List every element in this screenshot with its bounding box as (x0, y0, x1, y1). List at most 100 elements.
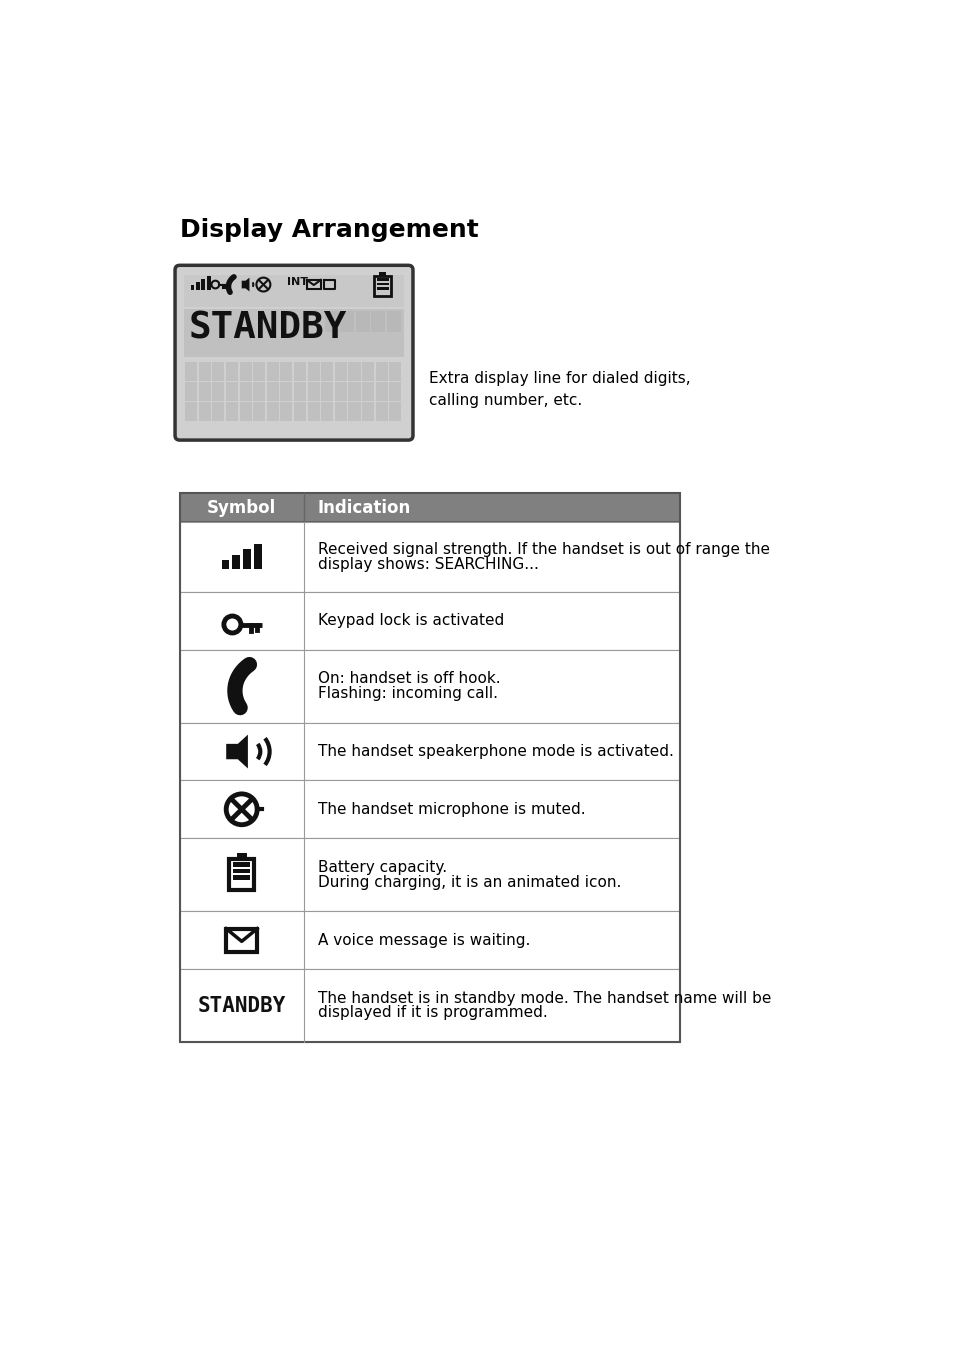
Text: Extra display line for dialed digits,
calling number, etc.: Extra display line for dialed digits, ca… (429, 370, 690, 408)
Bar (221, 561, 229, 570)
Bar (239, 382, 252, 401)
Text: Symbol: Symbol (207, 499, 276, 517)
Bar (340, 311, 354, 332)
Text: The handset speakerphone mode is activated.: The handset speakerphone mode is activat… (317, 744, 673, 759)
Text: STANDBY: STANDBY (197, 996, 286, 1016)
Bar (371, 311, 385, 332)
Bar (294, 403, 306, 422)
Text: The handset microphone is muted.: The handset microphone is muted. (317, 801, 584, 817)
Bar (185, 403, 197, 422)
Bar (229, 859, 253, 890)
Bar (362, 362, 374, 381)
Bar (335, 403, 347, 422)
Bar (348, 382, 360, 401)
Bar (376, 278, 389, 281)
Bar (253, 544, 261, 570)
FancyBboxPatch shape (174, 265, 413, 440)
Bar (207, 276, 211, 290)
Text: displayed if it is programmed.: displayed if it is programmed. (317, 1005, 547, 1020)
Bar (253, 403, 265, 422)
Bar (226, 928, 257, 951)
Bar (239, 403, 252, 422)
Bar (179, 523, 679, 592)
Text: During charging, it is an animated icon.: During charging, it is an animated icon. (317, 874, 620, 889)
Text: display shows: SEARCHING...: display shows: SEARCHING... (317, 557, 537, 571)
Bar (307, 280, 320, 289)
Bar (233, 869, 250, 873)
Bar (362, 382, 374, 401)
Bar (233, 555, 240, 570)
Bar (179, 493, 679, 1042)
Bar (379, 273, 386, 277)
Polygon shape (241, 277, 249, 292)
Bar (243, 550, 251, 570)
Text: The handset is in standby mode. The handset name will be: The handset is in standby mode. The hand… (317, 990, 770, 1006)
Bar (185, 382, 197, 401)
Bar (179, 493, 679, 523)
Text: On: handset is off hook.: On: handset is off hook. (317, 671, 499, 686)
Bar (307, 362, 319, 381)
Bar (179, 592, 679, 650)
Polygon shape (226, 735, 248, 769)
Bar (348, 403, 360, 422)
Text: A voice message is waiting.: A voice message is waiting. (317, 932, 530, 947)
Text: Display Arrangement: Display Arrangement (179, 218, 478, 242)
Bar (335, 382, 347, 401)
Bar (233, 875, 250, 880)
Bar (375, 403, 387, 422)
Bar (179, 723, 679, 781)
Bar (226, 362, 237, 381)
Bar (236, 854, 247, 861)
Bar (179, 969, 679, 1042)
Bar (198, 382, 211, 401)
Bar (280, 362, 293, 381)
Text: Keypad lock is activated: Keypad lock is activated (317, 613, 503, 628)
Bar (198, 403, 211, 422)
Bar (294, 362, 306, 381)
Text: INT: INT (286, 277, 307, 286)
Bar (389, 382, 401, 401)
Text: Indication: Indication (317, 499, 411, 517)
Bar (184, 309, 403, 357)
Bar (355, 311, 369, 332)
Bar (253, 362, 265, 381)
Bar (307, 403, 319, 422)
Bar (374, 276, 391, 296)
Bar (213, 403, 224, 422)
Bar (239, 362, 252, 381)
Bar (253, 382, 265, 401)
Bar (321, 362, 333, 381)
Bar (324, 311, 338, 332)
Bar (226, 382, 237, 401)
Bar (375, 362, 387, 381)
Bar (179, 912, 679, 969)
Bar (191, 285, 194, 290)
Bar (362, 403, 374, 422)
Bar (307, 382, 319, 401)
Bar (184, 274, 403, 307)
Bar (185, 362, 197, 381)
Bar (375, 382, 387, 401)
Bar (389, 362, 401, 381)
Text: Battery capacity.: Battery capacity. (317, 861, 446, 875)
Bar (179, 650, 679, 723)
Bar (198, 362, 211, 381)
Bar (179, 838, 679, 912)
Bar (213, 362, 224, 381)
Text: STANDBY: STANDBY (189, 311, 347, 347)
Bar (280, 382, 293, 401)
Bar (321, 382, 333, 401)
Bar (179, 781, 679, 838)
Bar (294, 382, 306, 401)
Bar (201, 280, 205, 290)
Bar (348, 362, 360, 381)
Bar (386, 311, 400, 332)
Bar (233, 862, 250, 866)
Bar (321, 403, 333, 422)
Bar (267, 403, 278, 422)
Text: Flashing: incoming call.: Flashing: incoming call. (317, 686, 497, 701)
Bar (226, 403, 237, 422)
Bar (376, 282, 389, 285)
Bar (195, 282, 199, 290)
Bar (389, 403, 401, 422)
